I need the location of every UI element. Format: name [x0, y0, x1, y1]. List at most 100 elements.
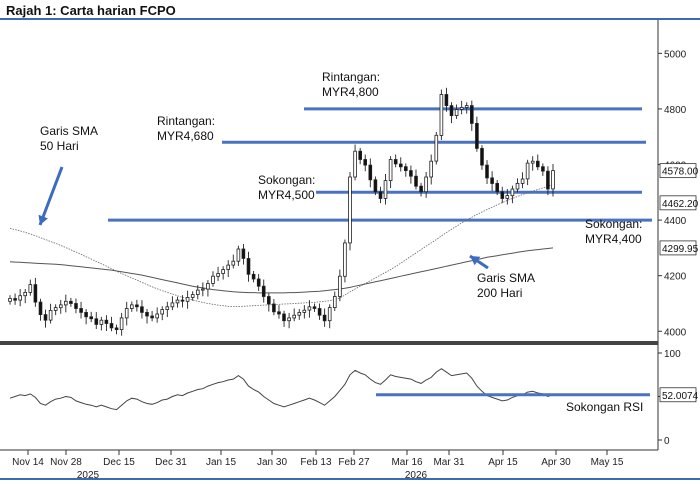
candle-body [500, 191, 505, 199]
candle-body [160, 309, 165, 315]
candle-body [520, 178, 525, 184]
panel-separator [0, 341, 658, 345]
candle-body [475, 123, 479, 149]
candle-body [84, 311, 88, 318]
x-tick-label: Mar 16 [391, 457, 423, 468]
x-tick-label: May 15 [591, 457, 624, 468]
candle-body [69, 300, 73, 304]
candle-body [8, 298, 12, 302]
price-tag: 4578.00 [662, 167, 699, 178]
candle-body [292, 314, 296, 319]
candle-body [216, 273, 220, 277]
candle-body [48, 309, 53, 321]
candle-body [332, 296, 337, 309]
x-tick-label: Apr 15 [488, 457, 518, 468]
candle-body [261, 285, 266, 297]
top-rule [0, 18, 700, 20]
candle-body [393, 159, 398, 165]
candle-body [419, 185, 423, 193]
candle-body [414, 175, 418, 187]
annotation-sma50: Garis SMA [40, 124, 98, 138]
candle-body [124, 308, 129, 319]
candle-body [43, 314, 48, 321]
candle-body [490, 177, 494, 184]
price-tag-box [659, 163, 697, 179]
annotation-support-4400: MYR4,400 [585, 232, 642, 246]
candle-body [469, 105, 474, 124]
annotation-support-4400: Sokongan: [585, 217, 642, 231]
candle-body [175, 299, 180, 304]
candle-body [74, 303, 78, 309]
candle-body [155, 313, 160, 319]
candle-body [200, 288, 205, 291]
candle-body [165, 306, 170, 310]
price-tag: 4299.95 [662, 244, 699, 255]
candle-body [53, 307, 58, 311]
rsi-line [9, 368, 554, 411]
candle-body [287, 317, 291, 322]
year-label: 2025 [77, 470, 100, 481]
year-label: 2026 [405, 470, 428, 481]
candle-body [266, 296, 271, 305]
levels-layer [108, 107, 652, 222]
candle-body [226, 264, 231, 270]
candle-body [449, 105, 454, 116]
sma50-arrow-head [38, 214, 48, 225]
candle-body [64, 300, 68, 306]
candle-body [246, 258, 251, 275]
annotation-rsi-support: Sokongan RSI [566, 400, 643, 414]
candle-body [140, 306, 144, 313]
sma200-arrow-head [470, 256, 481, 266]
candle-body [546, 170, 550, 190]
candle-body [525, 162, 530, 180]
annotation-sma200: 200 Hari [477, 286, 522, 300]
candle-body [312, 306, 317, 309]
candle-body [398, 163, 403, 168]
candle-body [302, 309, 307, 313]
candle-body [439, 94, 444, 136]
candle-body [135, 304, 139, 308]
candle-body [272, 303, 276, 313]
rsi-tick-label: 100 [664, 349, 681, 360]
rsi-tag: 52.0074 [662, 391, 699, 402]
candle-body [109, 323, 114, 329]
candle-body [170, 302, 175, 308]
y-tick-label: 5000 [664, 49, 687, 60]
candle-body [185, 296, 190, 302]
candle-body [480, 147, 484, 166]
candle-body [424, 176, 428, 193]
candle-body [358, 150, 362, 160]
candle-body [409, 170, 413, 177]
candle-body [454, 109, 459, 116]
annotation-support-4500: Sokongan: [258, 173, 315, 187]
axes-layer: 400042004400460048005000050100Nov 14Nov … [0, 20, 687, 481]
candle-body [383, 180, 388, 199]
candle-body [307, 306, 312, 311]
y-tick-label: 4000 [664, 327, 687, 338]
candle-body [434, 134, 439, 162]
annotation-sma50: 50 Hari [40, 139, 79, 153]
y-tick-label: 4400 [664, 216, 687, 227]
x-tick-label: Dec 31 [155, 457, 187, 468]
candle-body [368, 164, 373, 181]
candle-body [13, 298, 17, 301]
annotations-layer: Rintangan:MYR4,800Rintangan:MYR4,680Soko… [38, 70, 643, 414]
candle-body [195, 289, 200, 295]
x-tick-label: Jan 30 [257, 457, 287, 468]
candle-body [231, 260, 236, 266]
annotation-resistance-4800: MYR4,800 [322, 85, 379, 99]
x-tick-label: Feb 13 [300, 457, 332, 468]
candle-body [282, 313, 286, 322]
labels-layer: 4578.00 4462.20 4299.95 52.0074 [659, 163, 699, 403]
sma50-line [9, 184, 554, 307]
candle-body [251, 273, 256, 280]
candle-body [94, 318, 99, 325]
candle-body [114, 327, 119, 330]
candle-body [343, 242, 347, 277]
candle-body [403, 166, 408, 171]
candle-body [373, 179, 378, 193]
candle-body [485, 164, 489, 179]
y-tick-label: 4200 [664, 272, 687, 283]
y-tick-label: 4800 [664, 105, 687, 116]
candle-body [256, 278, 261, 287]
